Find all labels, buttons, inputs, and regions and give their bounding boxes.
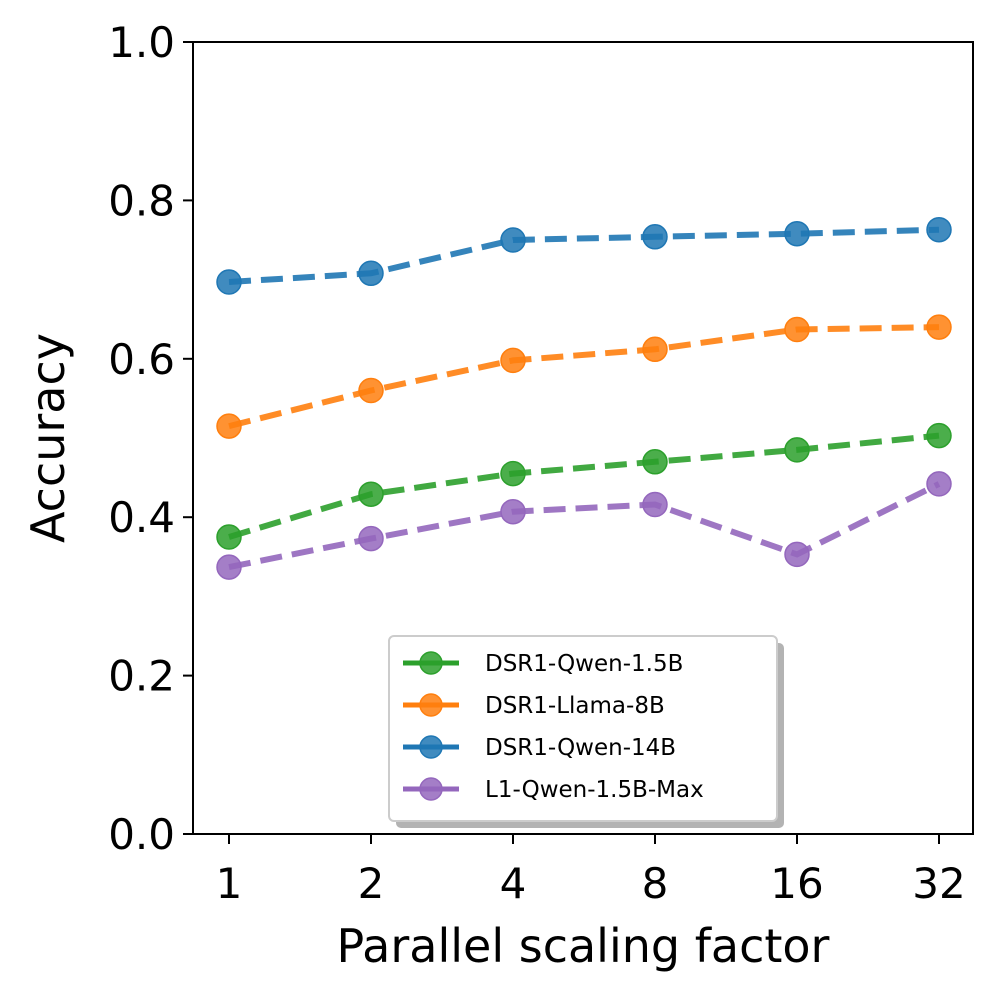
data-point	[500, 460, 526, 487]
data-point	[642, 336, 668, 363]
data-point	[926, 471, 952, 497]
data-point	[358, 481, 384, 507]
data-point	[216, 554, 242, 580]
x-axis: 1 2 4 8 16 32	[216, 834, 966, 908]
series-line	[228, 226, 940, 285]
legend-box	[388, 635, 778, 822]
y-tick-label: 0.2	[108, 652, 175, 701]
series-1	[216, 422, 952, 550]
series-2	[216, 314, 952, 439]
series-line	[228, 432, 940, 540]
plot-frame	[192, 41, 974, 835]
data-point	[216, 269, 242, 295]
data-point	[642, 449, 668, 475]
legend-label: DSR1-Llama-8B	[485, 693, 665, 719]
data-point	[216, 524, 242, 550]
legend-label: DSR1-Qwen-14B	[485, 735, 676, 761]
legend-item: DSR1-Qwen-14B	[403, 735, 676, 761]
data-point	[500, 227, 526, 253]
data-point	[500, 498, 526, 525]
legend-item: DSR1-Llama-8B	[403, 693, 665, 719]
x-tick-label: 16	[770, 859, 823, 908]
x-tick-label: 1	[216, 859, 243, 908]
data-point	[926, 422, 952, 449]
data-point	[926, 216, 952, 243]
legend-marker	[419, 693, 443, 717]
x-tick-label: 4	[500, 859, 527, 908]
data-point	[926, 314, 952, 340]
y-axis-title: Accuracy	[21, 333, 75, 543]
y-tick-label: 1.0	[108, 18, 175, 67]
data-point	[358, 260, 384, 287]
y-tick-label: 0.4	[108, 493, 175, 542]
y-axis: 0.0 0.2 0.4 0.6 0.8 1.0	[108, 18, 193, 859]
series-layer	[216, 216, 952, 580]
x-axis-title: Parallel scaling factor	[337, 919, 830, 973]
data-point	[500, 347, 526, 374]
legend-marker	[419, 777, 443, 801]
y-tick-label: 0.0	[108, 810, 175, 859]
x-tick-label: 32	[912, 859, 965, 908]
legend: DSR1-Qwen-1.5B DSR1-Llama-8B DSR1-Qwen-14B…	[388, 635, 784, 828]
legend-item: L1-Qwen-1.5B-Max	[403, 777, 704, 803]
x-tick-label: 2	[358, 859, 385, 908]
data-point	[358, 377, 384, 404]
legend-label: L1-Qwen-1.5B-Max	[485, 777, 704, 803]
y-tick-label: 0.8	[108, 176, 175, 225]
series-line	[228, 481, 941, 571]
y-tick-label: 0.6	[108, 335, 175, 384]
data-point	[216, 413, 242, 439]
legend-marker	[419, 651, 443, 675]
data-point	[642, 491, 668, 518]
legend-label: DSR1-Qwen-1.5B	[485, 651, 683, 677]
data-point	[358, 525, 384, 552]
data-point	[784, 316, 810, 343]
series-line	[228, 324, 940, 430]
series-4	[216, 471, 952, 580]
data-point	[642, 224, 668, 250]
legend-item: DSR1-Qwen-1.5B	[403, 651, 683, 677]
data-point	[784, 541, 810, 568]
x-tick-label: 8	[642, 859, 669, 908]
legend-marker	[419, 735, 443, 759]
data-point	[784, 437, 810, 463]
data-point	[784, 220, 810, 247]
series-3	[216, 216, 952, 295]
